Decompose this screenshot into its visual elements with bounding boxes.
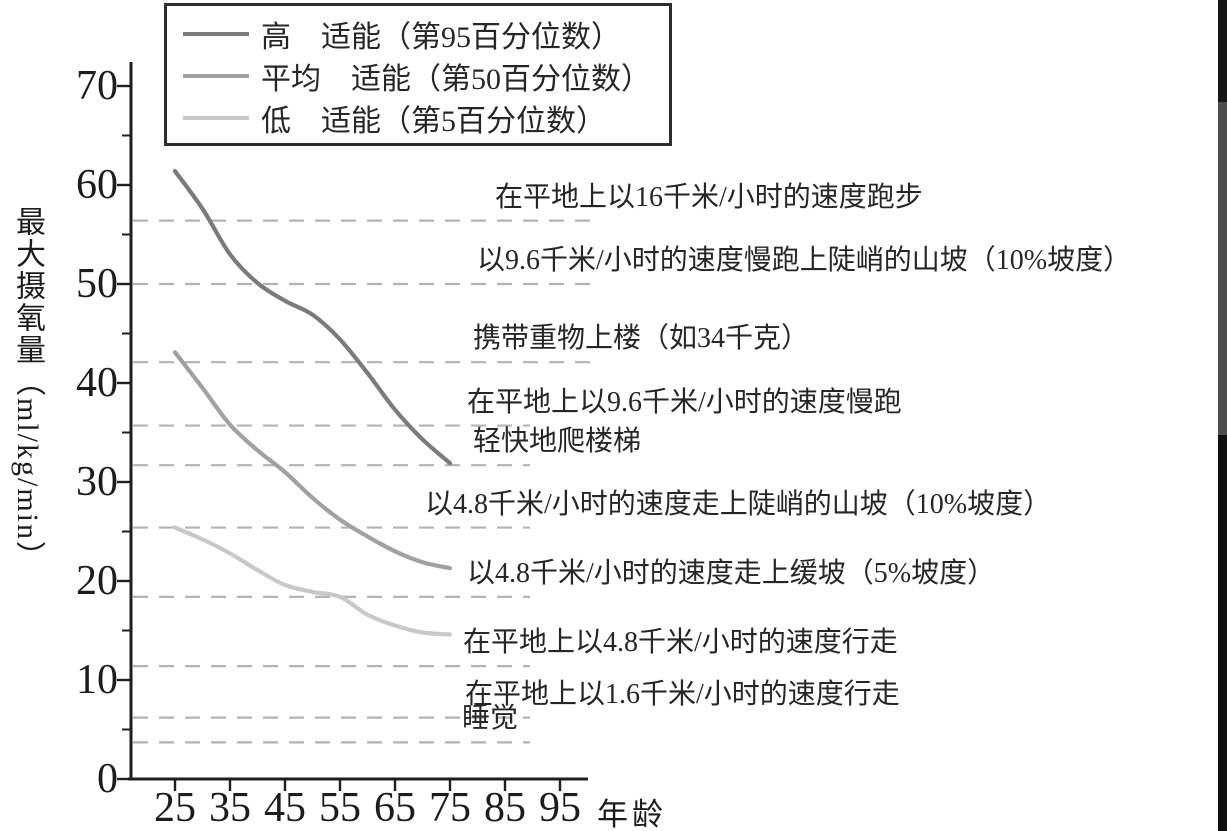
y-axis-title: 最大摄氧量（ml/kg/min） bbox=[11, 206, 44, 574]
activity-annotation: 以4.8千米/小时的速度走上陡峭的山坡（10%坡度） bbox=[425, 488, 1052, 520]
x-tick-label: 85 bbox=[484, 785, 526, 831]
x-tick-label: 45 bbox=[264, 785, 306, 831]
x-tick-label: 55 bbox=[319, 785, 361, 831]
y-tick-label: 60 bbox=[76, 162, 118, 208]
x-tick-label: 95 bbox=[539, 785, 581, 831]
y-tick-label: 50 bbox=[76, 261, 118, 307]
y-tick-label: 20 bbox=[76, 558, 118, 604]
activity-annotation: 在平地上以4.8千米/小时的速度行走 bbox=[463, 627, 898, 659]
y-tick-label: 30 bbox=[76, 459, 118, 505]
activity-annotation: 在平地上以9.6千米/小时的速度慢跑 bbox=[467, 386, 902, 418]
y-tick-label: 40 bbox=[76, 360, 118, 406]
page-edge-shadow-segment bbox=[1218, 0, 1227, 102]
x-tick-label: 25 bbox=[154, 785, 196, 831]
x-tick-label: 35 bbox=[209, 785, 251, 831]
legend-item-label: 低 适能（第5百分位数） bbox=[261, 105, 606, 138]
activity-annotation: 睡觉 bbox=[462, 703, 519, 735]
legend-item: 高 适能（第95百分位数） bbox=[167, 13, 669, 55]
page-edge-shadow-segment bbox=[1218, 435, 1227, 831]
page-edge-shadow-segment bbox=[1218, 102, 1227, 435]
activity-annotation: 轻快地爬楼梯 bbox=[473, 426, 642, 458]
legend-line-swatch bbox=[183, 116, 249, 120]
legend-item: 低 适能（第5百分位数） bbox=[167, 97, 669, 139]
curve-average-fitness bbox=[172, 350, 453, 571]
x-tick-label: 65 bbox=[374, 785, 416, 831]
legend: 高 适能（第95百分位数） 平均 适能（第50百分位数） 低 适能（第5百分位数） bbox=[164, 3, 672, 146]
legend-line-swatch bbox=[183, 32, 249, 36]
activity-annotation: 携带重物上楼（如34千克） bbox=[473, 323, 810, 355]
y-tick-label: 70 bbox=[76, 63, 118, 109]
x-tick-label: 75 bbox=[429, 785, 471, 831]
y-tick-label: 10 bbox=[76, 657, 118, 703]
legend-item-label: 高 适能（第95百分位数） bbox=[261, 21, 621, 54]
activity-annotation: 在平地上以1.6千米/小时的速度行走 bbox=[465, 678, 900, 710]
activity-annotation: 以9.6千米/小时的速度慢跑上陡峭的山坡（10%坡度） bbox=[477, 245, 1132, 276]
legend-item: 平均 适能（第50百分位数） bbox=[167, 55, 669, 97]
x-axis-title: 年龄 bbox=[597, 797, 667, 831]
curve-low-fitness bbox=[172, 525, 453, 637]
legend-line-swatch bbox=[183, 74, 249, 78]
activity-annotation: 以4.8千米/小时的速度走上缓坡（5%坡度） bbox=[467, 557, 996, 589]
legend-item-label: 平均 适能（第50百分位数） bbox=[261, 63, 651, 96]
curve-high-fitness bbox=[172, 169, 453, 466]
activity-annotation: 在平地上以16千米/小时的速度跑步 bbox=[495, 181, 923, 213]
y-tick-label: 0 bbox=[97, 756, 118, 802]
